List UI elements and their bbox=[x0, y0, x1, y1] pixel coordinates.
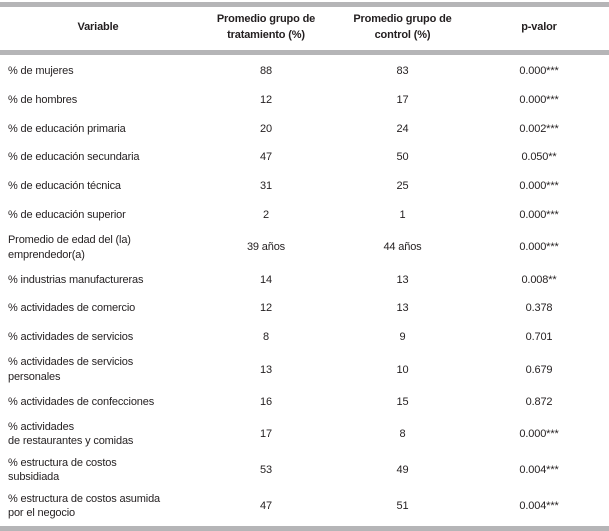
cell-control: 13 bbox=[396, 302, 409, 315]
cell-variable: % estructura de costos asumida por el ne… bbox=[8, 492, 161, 520]
table-row: % de educación primaria 20 24 0.002*** bbox=[0, 116, 609, 142]
table-header-row: Variable Promedio grupo de tratamiento (… bbox=[0, 7, 609, 50]
header-rule bbox=[0, 49, 609, 55]
cell-variable: Promedio de edad del (la) emprendedor(a) bbox=[8, 234, 131, 261]
cell-control: 17 bbox=[396, 93, 409, 106]
table-row: % industrias manufactureras 14 13 0.008** bbox=[0, 267, 609, 293]
cell-p-value: 0.004*** bbox=[519, 463, 559, 476]
cell-control: 44 años bbox=[383, 241, 422, 254]
table-row: % actividades de comercio 12 13 0.378 bbox=[0, 296, 609, 322]
cell-treatment: 47 bbox=[260, 499, 272, 512]
cell-treatment: 8 bbox=[263, 331, 269, 344]
table-row: % de educación superior 2 1 0.000*** bbox=[0, 202, 609, 228]
cell-control: 50 bbox=[396, 151, 409, 164]
table-body: % de mujeres 88 83 0.000***% de hombres 12 17… bbox=[0, 55, 609, 526]
cell-variable: % de educación técnica bbox=[8, 180, 121, 193]
cell-control: 8 bbox=[399, 428, 406, 441]
table-row: % de hombres 12 17 0.000*** bbox=[0, 87, 609, 113]
cell-variable: % de mujeres bbox=[8, 65, 74, 77]
cell-treatment: 14 bbox=[260, 273, 272, 286]
cell-control: 1 bbox=[399, 208, 406, 221]
table-row: % actividades de confecciones 16 15 0.872 bbox=[0, 389, 609, 415]
cell-treatment: 31 bbox=[260, 180, 272, 193]
cell-control: 25 bbox=[396, 180, 409, 193]
cell-p-value: 0.000*** bbox=[519, 93, 559, 106]
cell-treatment: 12 bbox=[260, 302, 272, 315]
cell-variable: % actividades de confecciones bbox=[8, 395, 155, 408]
cell-p-value: 0.000*** bbox=[519, 208, 559, 221]
cell-variable: % actividades de servicios bbox=[8, 331, 134, 344]
cell-p-value: 0.679 bbox=[525, 363, 553, 376]
cell-p-value: 0.000*** bbox=[519, 65, 559, 77]
table-row: % de educación secundaria 47 50 0.050** bbox=[0, 145, 609, 171]
column-header-variable: Variable bbox=[77, 20, 119, 33]
cell-p-value: 0.872 bbox=[525, 395, 553, 408]
cell-control: 51 bbox=[396, 499, 409, 512]
cell-p-value: 0.378 bbox=[525, 302, 553, 315]
cell-control: 83 bbox=[396, 65, 409, 77]
table-row: % de educación técnica 31 25 0.000*** bbox=[0, 173, 609, 199]
cell-variable: % de educación primaria bbox=[8, 122, 126, 135]
cell-variable: % actividades de servicios personales bbox=[8, 356, 134, 383]
cell-variable: % de hombres bbox=[8, 93, 78, 106]
cell-p-value: 0.701 bbox=[525, 331, 553, 344]
cell-treatment: 16 bbox=[260, 395, 272, 408]
cell-variable: % industrias manufactureras bbox=[8, 273, 144, 286]
column-header-pvalue: p-valor bbox=[521, 20, 557, 33]
cell-control: 15 bbox=[396, 395, 409, 408]
table-row: % de mujeres 88 83 0.000*** bbox=[0, 58, 609, 84]
cell-treatment: 2 bbox=[263, 208, 269, 221]
table-row: % estructura de costos subsidiada 53 49 0.0… bbox=[0, 454, 609, 487]
cell-treatment: 13 bbox=[260, 363, 272, 376]
cell-p-value: 0.000*** bbox=[519, 180, 559, 193]
table-row: % actividades de servicios personales 13 1… bbox=[0, 353, 609, 386]
cell-treatment: 12 bbox=[260, 93, 272, 106]
cell-variable: % de educación superior bbox=[8, 208, 126, 221]
cell-p-value: 0.000*** bbox=[519, 241, 559, 254]
top-rule bbox=[0, 2, 609, 7]
cell-treatment: 17 bbox=[260, 428, 272, 441]
cell-control: 24 bbox=[396, 122, 409, 135]
table-row: % actividades de restaurantes y comidas 1… bbox=[0, 418, 609, 451]
table-row: % estructura de costos asumida por el ne… bbox=[0, 490, 609, 523]
cell-control: 13 bbox=[396, 273, 409, 286]
cell-p-value: 0.008** bbox=[521, 273, 557, 286]
cell-p-value: 0.004*** bbox=[519, 499, 559, 512]
bottom-rule bbox=[0, 526, 609, 531]
cell-treatment: 20 bbox=[260, 122, 272, 135]
cell-variable: % actividades de restaurantes y comidas bbox=[8, 420, 134, 448]
cell-treatment: 39 años bbox=[246, 241, 286, 254]
cell-treatment: 53 bbox=[260, 463, 272, 476]
cell-treatment: 88 bbox=[260, 65, 272, 77]
cell-control: 49 bbox=[396, 463, 409, 476]
cell-control: 10 bbox=[396, 363, 409, 376]
cell-variable: % estructura de costos subsidiada bbox=[8, 456, 117, 484]
cell-p-value: 0.002*** bbox=[519, 122, 559, 135]
table-row: % actividades de servicios 8 9 0.701 bbox=[0, 324, 609, 350]
column-header-control: Promedio grupo de control (%) bbox=[353, 13, 452, 41]
cell-p-value: 0.000*** bbox=[519, 428, 559, 441]
cell-variable: % actividades de comercio bbox=[8, 302, 136, 315]
cell-control: 9 bbox=[399, 331, 406, 344]
cell-variable: % de educación secundaria bbox=[8, 151, 140, 164]
column-header-treatment: Promedio grupo de tratamiento (%) bbox=[216, 13, 316, 41]
table-row: Promedio de edad del (la) emprendedor(a)… bbox=[0, 231, 609, 264]
cell-treatment: 47 bbox=[260, 151, 272, 164]
cell-p-value: 0.050** bbox=[521, 151, 557, 164]
